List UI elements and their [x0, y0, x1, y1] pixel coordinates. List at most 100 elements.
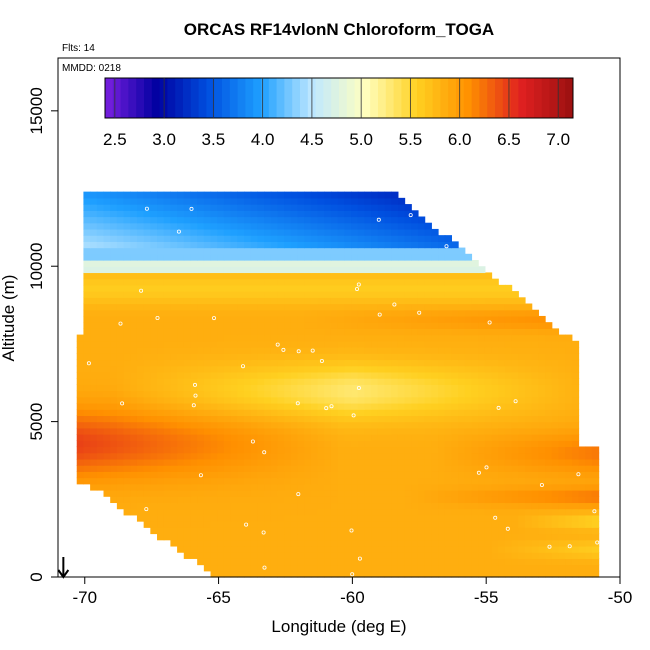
heatmap-cell	[197, 402, 205, 410]
heatmap-cell	[116, 235, 125, 242]
heatmap-cell	[197, 477, 205, 485]
heatmap-cell	[404, 291, 412, 298]
heatmap-cell	[351, 378, 359, 385]
heatmap-cell	[391, 253, 399, 261]
heatmap-cell	[244, 322, 252, 329]
heatmap-cell	[351, 564, 359, 572]
heatmap-cell	[136, 272, 145, 280]
heatmap-cell	[197, 521, 205, 528]
heatmap-cell	[257, 359, 265, 367]
heatmap-cell	[417, 334, 426, 342]
heatmap-cell	[438, 409, 446, 416]
heatmap-cell	[210, 204, 218, 211]
heatmap-cell	[431, 483, 439, 491]
heatmap-cell	[404, 284, 412, 292]
heatmap-cell	[217, 222, 225, 230]
heatmap-cell	[177, 353, 185, 361]
heatmap-cell	[424, 502, 432, 510]
heatmap-cell	[371, 216, 379, 224]
heatmap-cell	[545, 533, 553, 541]
heatmap-cell	[83, 347, 91, 354]
heatmap-cell	[578, 502, 586, 510]
heatmap-cell	[518, 415, 526, 423]
heatmap-cell	[491, 421, 499, 429]
heatmap-cell	[431, 347, 439, 354]
heatmap-cell	[351, 527, 359, 535]
heatmap-cell	[351, 260, 359, 267]
heatmap-cell	[210, 514, 218, 522]
heatmap-cell	[464, 322, 473, 329]
heatmap-cell	[371, 228, 379, 236]
heatmap-cell	[585, 452, 593, 460]
heatmap-cell	[357, 545, 366, 553]
colorbar-segment	[268, 78, 278, 118]
heatmap-cell	[411, 291, 419, 298]
heatmap-cell	[270, 228, 279, 236]
colorbar-segment	[292, 78, 301, 118]
heatmap-cell	[491, 347, 499, 354]
heatmap-cell	[223, 272, 232, 280]
heatmap-cell	[83, 452, 91, 460]
heatmap-cell	[170, 235, 178, 242]
heatmap-cell	[136, 402, 145, 410]
heatmap-cell	[404, 222, 412, 230]
heatmap-cell	[197, 514, 205, 522]
heatmap-cell	[451, 322, 459, 329]
heatmap-cell	[377, 284, 386, 292]
heatmap-cell	[471, 340, 479, 348]
heatmap-cell	[324, 514, 332, 522]
heatmap-cell	[210, 284, 218, 292]
heatmap-cell	[297, 440, 305, 448]
heatmap-cell	[103, 191, 111, 199]
heatmap-cell	[344, 465, 352, 472]
heatmap-cell	[190, 278, 198, 286]
heatmap-cell	[324, 378, 332, 385]
heatmap-cell	[511, 297, 519, 305]
heatmap-cell	[404, 415, 412, 423]
heatmap-cell	[498, 390, 506, 398]
heatmap-cell	[264, 278, 272, 286]
heatmap-cell	[377, 253, 386, 261]
heatmap-cell	[317, 303, 325, 311]
heatmap-cell	[558, 570, 566, 578]
heatmap-cell	[197, 309, 205, 317]
colorbar-segment	[167, 78, 176, 118]
heatmap-cell	[337, 508, 345, 516]
heatmap-cell	[571, 570, 580, 578]
heatmap-cell	[90, 471, 98, 479]
heatmap-cell	[458, 514, 466, 522]
heatmap-cell	[170, 415, 178, 423]
heatmap-cell	[96, 191, 105, 199]
heatmap-cell	[264, 477, 272, 485]
heatmap-cell	[585, 533, 593, 541]
heatmap-cell	[357, 570, 366, 578]
heatmap-cell	[324, 347, 332, 354]
heatmap-cell	[571, 489, 580, 497]
heatmap-cell	[143, 303, 151, 311]
heatmap-cell	[558, 465, 566, 472]
heatmap-cell	[116, 328, 125, 336]
heatmap-cell	[297, 216, 305, 224]
heatmap-cell	[404, 465, 412, 472]
heatmap-cell	[110, 322, 118, 329]
heatmap-cell	[210, 322, 218, 329]
heatmap-cell	[525, 458, 533, 466]
heatmap-cell	[371, 303, 379, 311]
heatmap-cell	[464, 284, 473, 292]
heatmap-cell	[511, 564, 519, 572]
heatmap-cell	[297, 452, 305, 460]
heatmap-cell	[444, 539, 452, 547]
heatmap-cell	[518, 340, 526, 348]
heatmap-cell	[130, 247, 138, 255]
heatmap-cell	[518, 315, 526, 323]
heatmap-cell	[417, 359, 426, 367]
heatmap-cell	[130, 278, 138, 286]
heatmap-cell	[190, 502, 198, 510]
heatmap-cell	[478, 440, 486, 448]
heatmap-cell	[411, 452, 419, 460]
heatmap-cell	[511, 452, 519, 460]
heatmap-cell	[545, 390, 553, 398]
heatmap-cell	[391, 508, 399, 516]
heatmap-cell	[157, 210, 165, 218]
heatmap-cell	[371, 521, 379, 528]
